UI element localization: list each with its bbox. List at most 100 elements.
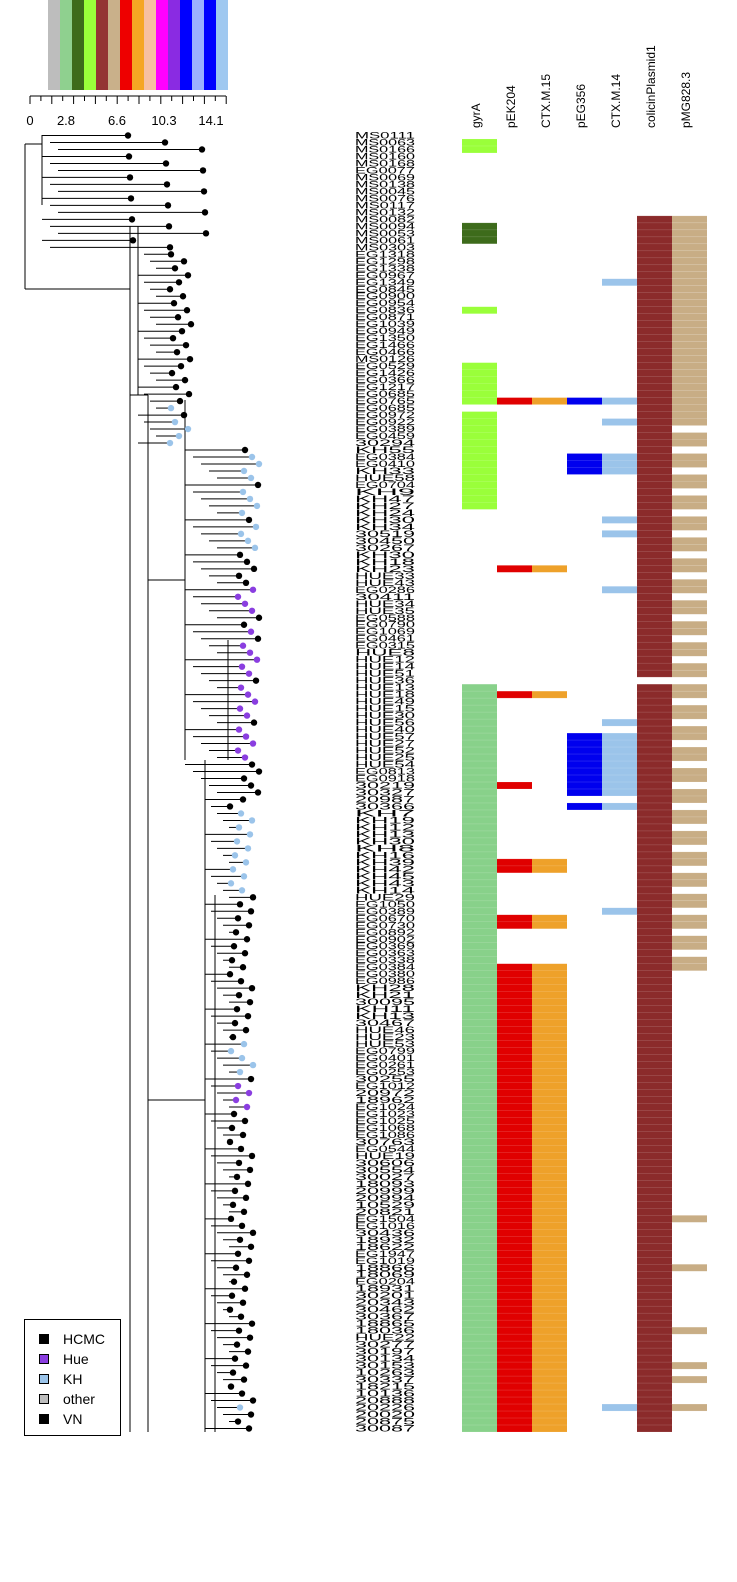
legend-label-other: other	[63, 1391, 95, 1407]
heatmap-cell	[672, 963, 707, 971]
tree-tip	[254, 635, 262, 642]
tree-tip	[162, 160, 170, 167]
taxon-label: KH7	[355, 808, 415, 818]
heatmap-cell	[672, 397, 707, 405]
taxon-label: 30277	[355, 1340, 415, 1350]
tree-tip	[235, 824, 243, 831]
color-scale-cell	[192, 0, 204, 90]
taxon-label: EG1466	[355, 340, 415, 350]
heatmap-cell	[672, 579, 707, 587]
heatmap-cell	[672, 816, 707, 824]
tree-tip	[166, 286, 174, 293]
heatmap-cell	[672, 383, 707, 391]
heatmap-cell	[602, 278, 637, 286]
taxon-label: KH19	[355, 815, 415, 825]
heatmap-cell	[672, 872, 707, 880]
heatmap-cell	[672, 404, 707, 412]
tree-tip	[255, 768, 263, 775]
tree-tip	[229, 866, 237, 873]
taxon-label: EG0685	[355, 403, 415, 413]
tree-tip	[248, 1152, 256, 1160]
taxon-label: 30255	[355, 1074, 415, 1084]
tree-tip	[249, 1229, 257, 1237]
heatmap-cell	[672, 320, 707, 328]
tree-tip	[164, 202, 172, 209]
tree-tip	[244, 691, 252, 698]
tree-tip	[231, 1187, 239, 1195]
taxon-label: 30219	[355, 780, 415, 790]
taxon-label: EG0986	[355, 976, 415, 986]
taxon-label: KH12	[355, 822, 415, 832]
heatmap-cell	[497, 782, 532, 789]
legend-item-vn: VN	[39, 1410, 82, 1428]
taxon-label: 30337	[355, 1375, 415, 1385]
tree-tip	[234, 1250, 242, 1257]
taxon-label: EG0588	[355, 613, 415, 623]
tree-tip	[237, 1313, 245, 1320]
tree-tip	[236, 1236, 244, 1243]
heatmap-cell	[672, 851, 707, 859]
taxon-label: EG0366	[355, 375, 415, 385]
taxon-label: HUE30	[355, 711, 415, 721]
tree-tip	[169, 334, 177, 342]
taxon-label: 30411	[355, 592, 415, 602]
tree-tip	[242, 733, 250, 740]
taxon-label: HUE14	[355, 662, 415, 672]
tree-tip	[228, 957, 236, 964]
tree-tip	[248, 984, 256, 992]
taxon-label: KH8	[355, 843, 415, 853]
tree-tip	[184, 272, 192, 279]
tree-tip	[236, 901, 244, 908]
taxon-label: EG1039	[355, 319, 415, 329]
color-scale-cell	[204, 0, 216, 90]
heatmap-cell	[672, 628, 707, 636]
heatmap-cell	[672, 607, 707, 615]
taxon-label: EG0389	[355, 424, 415, 434]
heatmap-cell	[532, 963, 567, 1432]
heatmap-cell	[672, 285, 707, 293]
taxon-label: HUE51	[355, 669, 415, 679]
tree-tip	[248, 1320, 256, 1327]
color-scale-cell	[132, 0, 144, 90]
heatmap-cell	[602, 516, 637, 524]
taxon-label: 30606	[355, 1158, 415, 1168]
heatmap-cell	[602, 733, 637, 796]
heatmap-cell	[462, 222, 497, 244]
heatmap-cell	[672, 663, 707, 671]
taxon-label: KH47	[355, 494, 415, 504]
tree-tip	[233, 1341, 241, 1348]
tree-tip	[238, 887, 246, 894]
tree-tip	[240, 775, 248, 782]
tree-tip	[238, 1054, 246, 1062]
taxon-label: EG1068	[355, 1123, 415, 1133]
heatmap-cell	[672, 537, 707, 545]
heatmap-cell	[672, 1215, 707, 1223]
taxon-label: EG0410	[355, 459, 415, 469]
tree-tip	[244, 845, 252, 852]
heatmap-cell	[672, 544, 707, 552]
taxon-label: 18069	[355, 1270, 415, 1280]
taxon-label: EG1016	[355, 1221, 415, 1231]
taxon-label: 20972	[355, 1088, 415, 1098]
tree-tip	[182, 341, 190, 349]
tree-tip	[243, 712, 251, 719]
taxon-label: EG0967	[355, 270, 415, 280]
heatmap-cell	[672, 306, 707, 314]
taxon-label: EG0765	[355, 396, 415, 406]
heatmap-cell	[672, 278, 707, 286]
taxon-label: MS0126	[355, 354, 415, 364]
heatmap-cell	[462, 411, 497, 510]
taxon-label: HUE23	[355, 1032, 415, 1042]
heatmap-cell	[672, 334, 707, 342]
heatmap-cell	[672, 942, 707, 950]
column-header: pEG356	[574, 84, 588, 128]
taxon-label: HUE49	[355, 697, 415, 707]
heatmap-cell	[672, 516, 707, 524]
heatmap-cell	[672, 348, 707, 356]
heatmap-cell	[462, 306, 497, 314]
taxon-label: KH34	[355, 522, 415, 532]
tree-tip	[242, 1194, 250, 1202]
taxon-label: 18866	[355, 1263, 415, 1273]
heatmap-cell	[602, 1404, 637, 1412]
tree-tip	[128, 216, 136, 223]
